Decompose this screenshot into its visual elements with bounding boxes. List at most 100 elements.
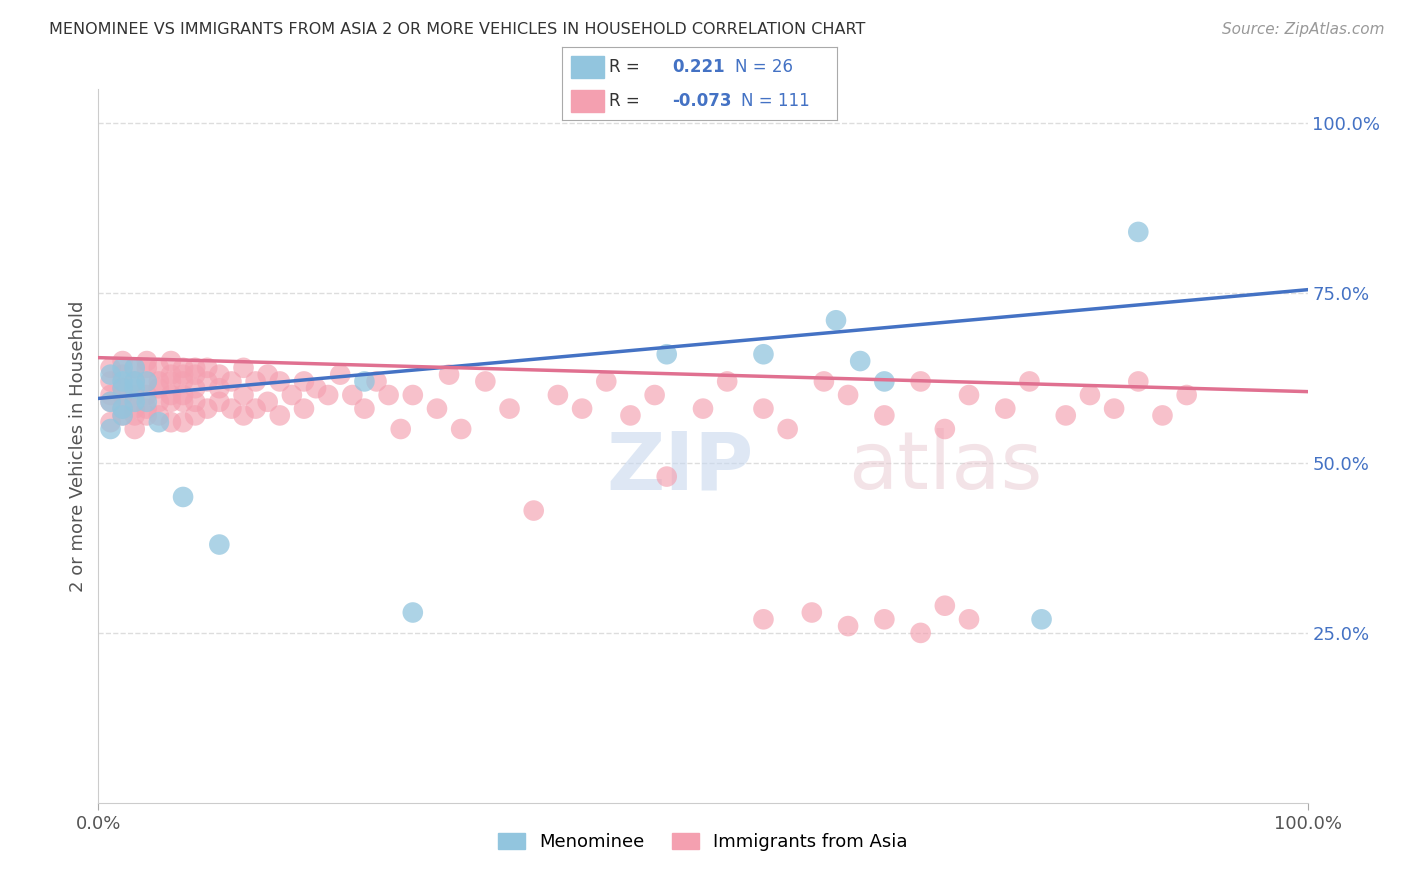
- Point: [245, 401, 267, 416]
- Point: [1128, 225, 1150, 239]
- Point: [124, 409, 146, 423]
- Point: [135, 401, 157, 416]
- Point: [957, 388, 980, 402]
- Point: [172, 388, 194, 402]
- Point: [353, 401, 375, 416]
- Point: [172, 375, 194, 389]
- Point: [1054, 409, 1077, 423]
- Point: [111, 381, 134, 395]
- Point: [221, 401, 243, 416]
- Point: [124, 388, 146, 402]
- Point: [245, 375, 267, 389]
- Text: ZIP: ZIP: [606, 428, 754, 507]
- Point: [655, 469, 678, 483]
- Point: [776, 422, 799, 436]
- Point: [644, 388, 666, 402]
- Point: [402, 388, 425, 402]
- Point: [292, 401, 315, 416]
- Text: 0.221: 0.221: [672, 58, 724, 76]
- Point: [498, 401, 520, 416]
- Point: [160, 375, 183, 389]
- Point: [571, 401, 593, 416]
- Point: [329, 368, 352, 382]
- Point: [934, 422, 956, 436]
- Point: [124, 394, 146, 409]
- Point: [232, 360, 254, 375]
- Point: [184, 381, 207, 395]
- Point: [655, 347, 678, 361]
- Point: [195, 375, 218, 389]
- Point: [366, 375, 388, 389]
- Point: [208, 537, 231, 551]
- Point: [124, 422, 146, 436]
- Point: [837, 388, 859, 402]
- Point: [172, 360, 194, 375]
- Point: [148, 360, 170, 375]
- Point: [1175, 388, 1198, 402]
- Point: [135, 375, 157, 389]
- Point: [934, 599, 956, 613]
- Point: [100, 422, 122, 436]
- Point: [208, 394, 231, 409]
- Point: [1018, 375, 1040, 389]
- Point: [148, 415, 170, 429]
- Point: [1031, 612, 1053, 626]
- Point: [148, 381, 170, 395]
- Point: [124, 360, 146, 375]
- Point: [148, 409, 170, 423]
- Text: R =: R =: [609, 58, 640, 76]
- Point: [160, 394, 183, 409]
- Point: [160, 368, 183, 382]
- Point: [195, 401, 218, 416]
- Point: [402, 606, 425, 620]
- Text: N = 26: N = 26: [735, 58, 793, 76]
- Point: [305, 381, 328, 395]
- Point: [135, 354, 157, 368]
- Bar: [571, 90, 603, 112]
- Point: [111, 388, 134, 402]
- Point: [752, 401, 775, 416]
- Y-axis label: 2 or more Vehicles in Household: 2 or more Vehicles in Household: [69, 301, 87, 591]
- Text: -0.073: -0.073: [672, 92, 731, 110]
- Point: [547, 388, 569, 402]
- Point: [281, 388, 304, 402]
- Point: [800, 606, 823, 620]
- Point: [716, 375, 738, 389]
- Point: [910, 375, 932, 389]
- Point: [124, 360, 146, 375]
- Point: [1102, 401, 1125, 416]
- Text: MENOMINEE VS IMMIGRANTS FROM ASIA 2 OR MORE VEHICLES IN HOUSEHOLD CORRELATION CH: MENOMINEE VS IMMIGRANTS FROM ASIA 2 OR M…: [49, 22, 866, 37]
- Point: [873, 375, 896, 389]
- Point: [172, 415, 194, 429]
- Point: [148, 375, 170, 389]
- Point: [184, 360, 207, 375]
- Point: [849, 354, 872, 368]
- Point: [389, 422, 412, 436]
- Point: [160, 354, 183, 368]
- Point: [342, 388, 364, 402]
- Point: [474, 375, 496, 389]
- Point: [148, 394, 170, 409]
- Point: [111, 409, 134, 423]
- Point: [523, 503, 546, 517]
- Point: [160, 415, 183, 429]
- Legend: Menominee, Immigrants from Asia: Menominee, Immigrants from Asia: [491, 825, 915, 858]
- Point: [426, 401, 449, 416]
- Point: [837, 619, 859, 633]
- Text: R =: R =: [609, 92, 640, 110]
- Point: [910, 626, 932, 640]
- Point: [595, 375, 617, 389]
- Point: [172, 368, 194, 382]
- Point: [135, 360, 157, 375]
- Point: [450, 422, 472, 436]
- Point: [100, 394, 122, 409]
- Point: [813, 375, 835, 389]
- Point: [752, 347, 775, 361]
- Point: [111, 401, 134, 416]
- Point: [256, 394, 278, 409]
- Point: [269, 409, 291, 423]
- Point: [316, 388, 339, 402]
- Point: [208, 368, 231, 382]
- Point: [100, 368, 122, 382]
- Text: atlas: atlas: [848, 428, 1042, 507]
